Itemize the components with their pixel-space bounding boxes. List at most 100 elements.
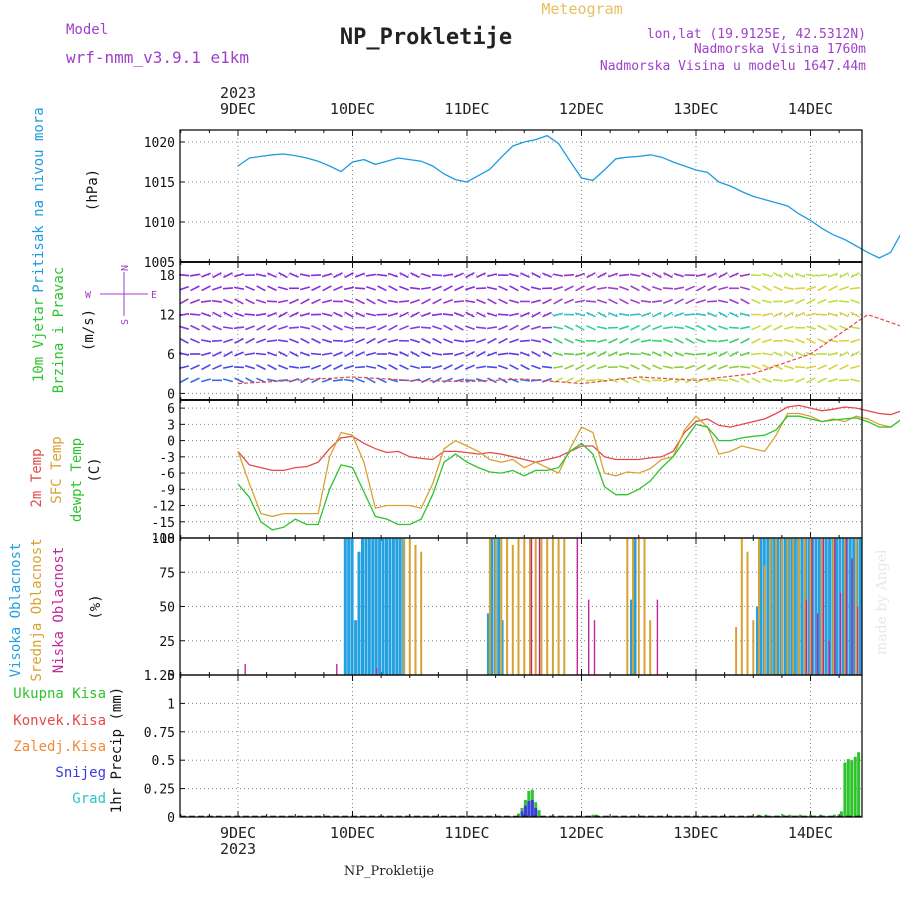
y-tick-label: -12 [152, 500, 175, 515]
cloud-bar [814, 538, 817, 675]
wind-arrow [509, 300, 519, 303]
wind-arrow [718, 365, 727, 369]
wind-arrow [553, 353, 563, 356]
wind-arrow [752, 339, 761, 344]
wind-arrow [740, 367, 750, 368]
cloud-bar [846, 538, 847, 675]
wind-arrow [333, 286, 342, 290]
wind-arrow [829, 325, 838, 330]
wind-arrow [476, 327, 486, 328]
wind-arrow [685, 366, 695, 369]
wind-arrow [399, 301, 409, 302]
y-tick-label: 0 [167, 435, 175, 450]
wind-arrow [334, 365, 343, 370]
cloud-bar [752, 620, 754, 675]
cloud-bar [376, 668, 377, 675]
wind-arrow [576, 325, 585, 330]
wind-arrow [598, 273, 607, 278]
temp-ylabel-dewpt: dewpt Temp [69, 438, 85, 522]
cloud-bar [523, 538, 525, 675]
wind-arrow [454, 340, 464, 342]
wind-arrow [619, 314, 629, 316]
wind-arrow [311, 326, 320, 330]
compass-s: S [120, 319, 131, 325]
wind-arrow [432, 275, 442, 276]
wind-arrow [422, 339, 431, 344]
y-tick-label: 3 [167, 418, 175, 433]
pressure-ylabel: Pritisak na nivou mora [31, 107, 47, 292]
wind-arrow [300, 274, 310, 276]
wind-arrow [444, 365, 453, 369]
wind-arrow [851, 273, 860, 278]
wind-arrow [774, 313, 783, 317]
cloud-bar [336, 664, 337, 675]
wind-arrow [795, 378, 804, 382]
wind-arrow [278, 326, 287, 329]
wind-arrow [433, 378, 442, 383]
wind-arrow [322, 274, 332, 277]
wind-arrow [796, 299, 805, 303]
wind-arrow [642, 286, 651, 291]
wind-arrow [575, 300, 585, 302]
wind-arrow [499, 339, 508, 344]
wind-arrow [741, 299, 750, 304]
wind-arrow [476, 339, 485, 343]
wind-arrow [245, 314, 255, 315]
wind-arrow [235, 339, 244, 344]
wind-arrow [378, 339, 387, 343]
cloud-bar [489, 538, 491, 675]
wind-arrow [740, 274, 750, 276]
wind-arrow [631, 326, 640, 331]
wind-arrow [597, 327, 607, 329]
wind-arrow [212, 365, 221, 369]
wind-arrow [740, 327, 750, 329]
wind-arrow [762, 379, 771, 382]
wind-arrow [696, 354, 706, 355]
wind-arrow [400, 365, 409, 369]
cloud-bar [849, 538, 852, 675]
wind-arrow [290, 312, 299, 316]
y-tick-label: 1015 [144, 176, 175, 191]
wind-arrow [257, 286, 266, 291]
wind-arrow [279, 273, 288, 278]
wind-speed-line [238, 315, 900, 384]
wind-arrow [543, 299, 552, 303]
wind-arrow [740, 287, 750, 290]
wind-arrow [719, 312, 728, 317]
wind-arrow [707, 340, 717, 341]
wind-arrow [268, 325, 277, 330]
wind-arrow [631, 365, 640, 369]
y-tick-label: 0.25 [144, 783, 175, 798]
wind-arrow [356, 299, 365, 303]
wind-arrow [499, 299, 508, 303]
wind-arrow [323, 365, 332, 370]
wind-arrow [597, 288, 607, 290]
cloud-bar [563, 538, 565, 675]
wind-arrow [476, 300, 485, 304]
wind-arrow [201, 273, 210, 277]
precip-legend-snow: Snijeg [55, 765, 106, 781]
precip-bar [857, 752, 860, 817]
wind-arrow [751, 275, 761, 276]
cloud-bar [399, 538, 402, 675]
wind-arrow [762, 274, 772, 277]
wind-arrow [818, 378, 827, 382]
panel-frame [180, 130, 862, 262]
wind-arrow [377, 314, 387, 315]
wind-arrow [575, 340, 585, 343]
wind-arrow [487, 287, 497, 289]
wind-arrow [344, 366, 354, 369]
y-tick-label: 6 [167, 402, 175, 417]
cloud-bar [409, 538, 411, 675]
wind-arrow [234, 352, 243, 356]
cloud-bar [817, 613, 818, 675]
wind-arrow [817, 365, 826, 369]
wind-arrow [554, 299, 563, 304]
wind-arrow [774, 326, 783, 330]
wind-arrow [795, 367, 805, 368]
wind-arrow [730, 352, 739, 357]
wind-arrow [190, 274, 200, 276]
wind-arrow [334, 313, 343, 317]
wind-arrow [377, 365, 386, 369]
wind-arrow [697, 325, 706, 330]
